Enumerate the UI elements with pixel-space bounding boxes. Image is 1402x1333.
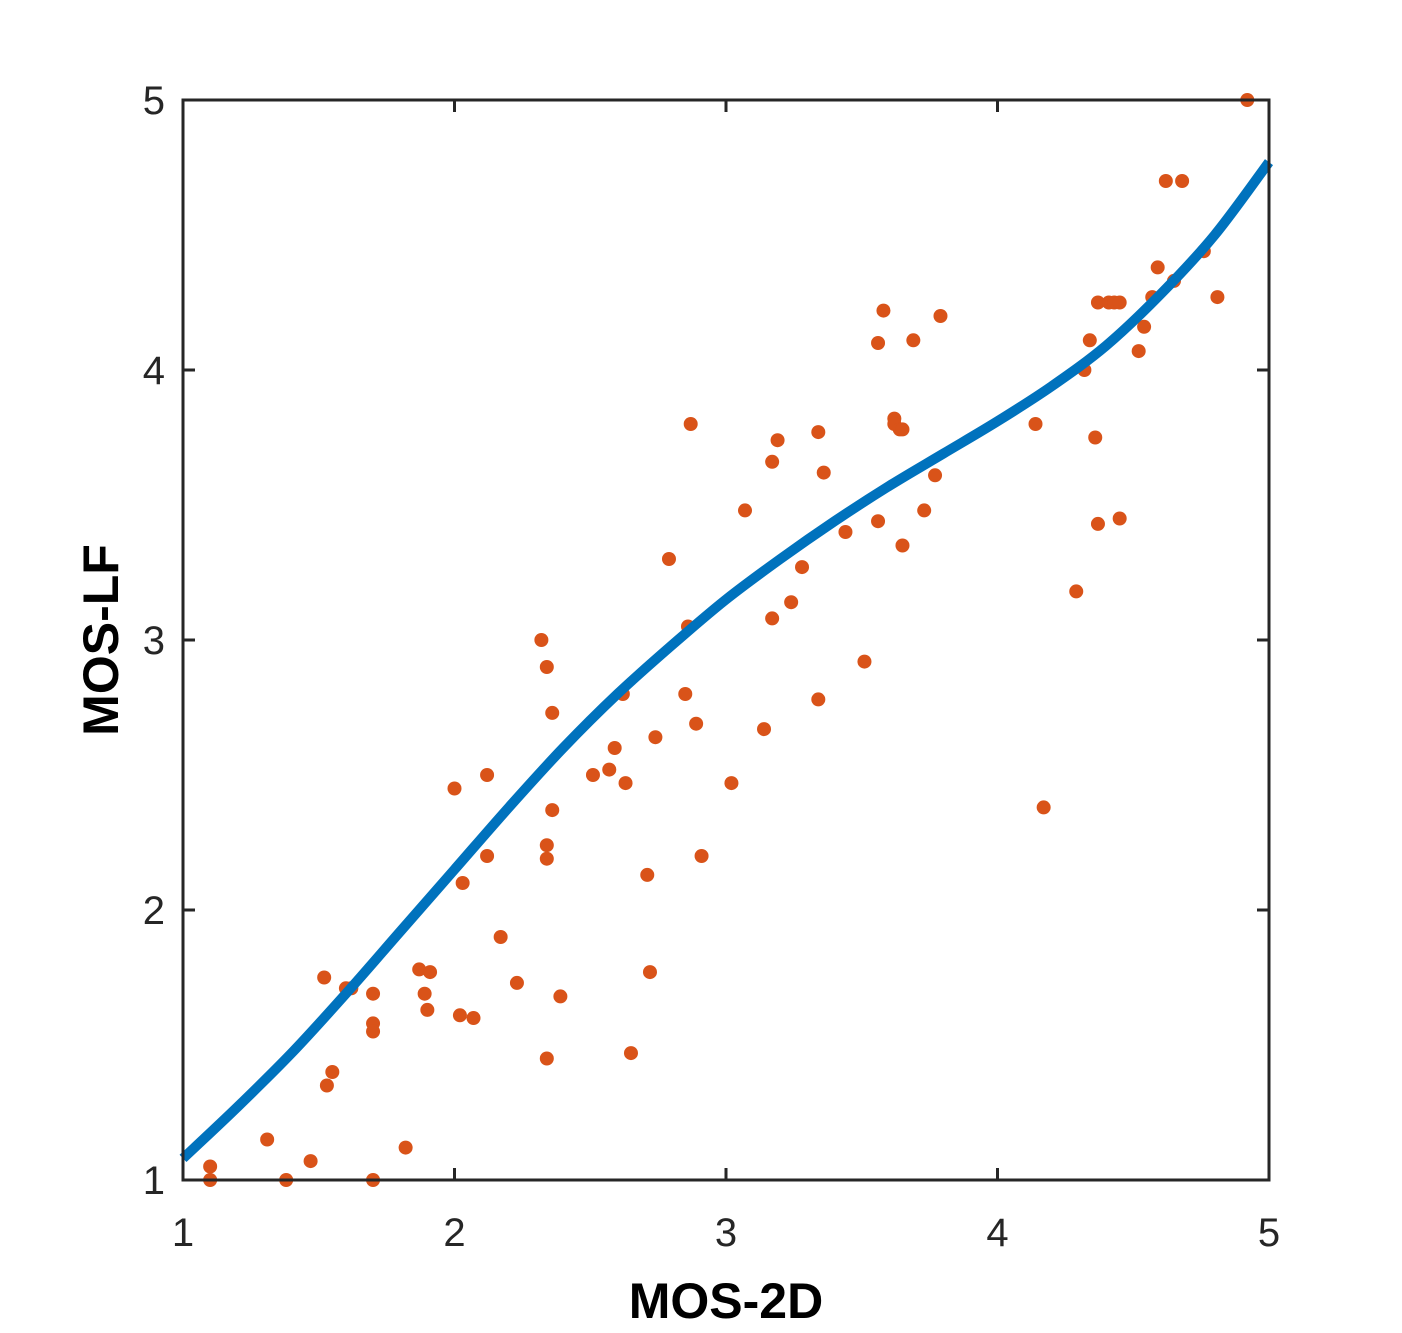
- data-point: [1137, 319, 1152, 334]
- data-point: [539, 838, 554, 853]
- data-point: [1088, 430, 1103, 445]
- data-point: [319, 1078, 334, 1093]
- y-tick-label: 3: [143, 619, 165, 663]
- data-point: [1150, 260, 1165, 275]
- data-point: [724, 776, 739, 791]
- data-point: [933, 309, 948, 323]
- data-point: [871, 336, 886, 350]
- data-point: [678, 687, 693, 701]
- data-point: [618, 776, 633, 791]
- data-point: [1112, 295, 1127, 310]
- data-point: [534, 633, 549, 647]
- data-point: [857, 654, 872, 669]
- data-point: [585, 768, 600, 782]
- data-point: [539, 851, 554, 866]
- data-point: [917, 503, 932, 518]
- data-point: [1210, 290, 1225, 305]
- x-tick-label: 1: [172, 1211, 194, 1255]
- data-point: [765, 611, 780, 626]
- data-point: [480, 768, 495, 782]
- data-point: [447, 781, 462, 796]
- data-point: [553, 989, 568, 1004]
- data-point: [1036, 800, 1051, 815]
- y-tick-label: 5: [143, 79, 165, 123]
- data-point: [480, 849, 495, 863]
- y-tick-label: 4: [143, 349, 165, 393]
- data-point: [906, 333, 921, 348]
- data-point: [1028, 417, 1043, 431]
- data-point: [871, 514, 886, 529]
- data-point: [539, 1051, 554, 1066]
- plot-frame: [181, 98, 1271, 1182]
- x-tick-label: 5: [1258, 1211, 1280, 1255]
- data-point: [493, 930, 508, 944]
- data-point: [317, 970, 332, 985]
- data-point: [784, 595, 799, 610]
- data-point: [1175, 174, 1190, 188]
- data-point: [602, 762, 617, 777]
- data-point: [642, 965, 657, 980]
- data-point: [303, 1154, 318, 1169]
- x-axis-label: MOS-2D: [629, 1273, 823, 1329]
- data-point: [455, 876, 470, 890]
- data-point: [1090, 295, 1105, 310]
- y-axis-label: MOS-LF: [73, 544, 129, 736]
- data-point: [648, 730, 663, 745]
- data-point: [325, 1065, 340, 1079]
- data-point: [420, 1002, 435, 1017]
- data-point: [811, 425, 826, 440]
- data-point: [661, 552, 676, 566]
- data-point: [838, 525, 853, 539]
- y-tick-label: 2: [143, 889, 165, 933]
- data-point: [1131, 344, 1146, 359]
- data-point: [545, 803, 560, 818]
- data-point: [738, 503, 753, 518]
- data-point: [366, 1024, 381, 1039]
- data-point: [412, 962, 427, 977]
- data-point: [816, 465, 831, 480]
- data-point: [1069, 584, 1084, 599]
- data-point: [466, 1011, 481, 1025]
- data-point: [876, 303, 891, 318]
- data-point: [417, 986, 432, 1001]
- data-point: [757, 722, 772, 737]
- data-point: [689, 716, 704, 731]
- data-point: [452, 1008, 467, 1023]
- data-point: [1082, 333, 1097, 348]
- data-point: [423, 965, 438, 980]
- data-point: [694, 849, 709, 863]
- data-point: [683, 417, 698, 431]
- scatter-points: [203, 93, 1255, 1187]
- data-point: [260, 1132, 275, 1147]
- tick-labels: 1 2 3 4 5 1 2 3 4 5: [143, 79, 1280, 1255]
- data-point: [811, 692, 826, 707]
- plot-background: [183, 100, 1269, 1180]
- data-point: [203, 1159, 218, 1174]
- data-point: [623, 1046, 638, 1061]
- data-point: [895, 538, 910, 553]
- data-point: [398, 1140, 413, 1155]
- x-tick-label: 4: [986, 1211, 1008, 1255]
- fit-curve: [179, 159, 1274, 1163]
- data-point: [895, 422, 910, 437]
- data-point: [607, 741, 622, 755]
- x-tick-label: 2: [443, 1211, 465, 1255]
- data-point: [928, 468, 943, 483]
- data-point: [366, 986, 381, 1001]
- data-point: [770, 433, 785, 448]
- y-tick-label: 1: [143, 1159, 165, 1203]
- data-point: [640, 867, 655, 882]
- data-point: [1158, 174, 1173, 188]
- data-point: [509, 975, 524, 990]
- x-tick-label: 3: [715, 1211, 737, 1255]
- data-point: [765, 454, 780, 469]
- data-point: [1090, 516, 1105, 531]
- data-point: [539, 660, 554, 674]
- data-point: [1112, 511, 1127, 526]
- data-point: [795, 560, 810, 575]
- data-point: [545, 705, 560, 720]
